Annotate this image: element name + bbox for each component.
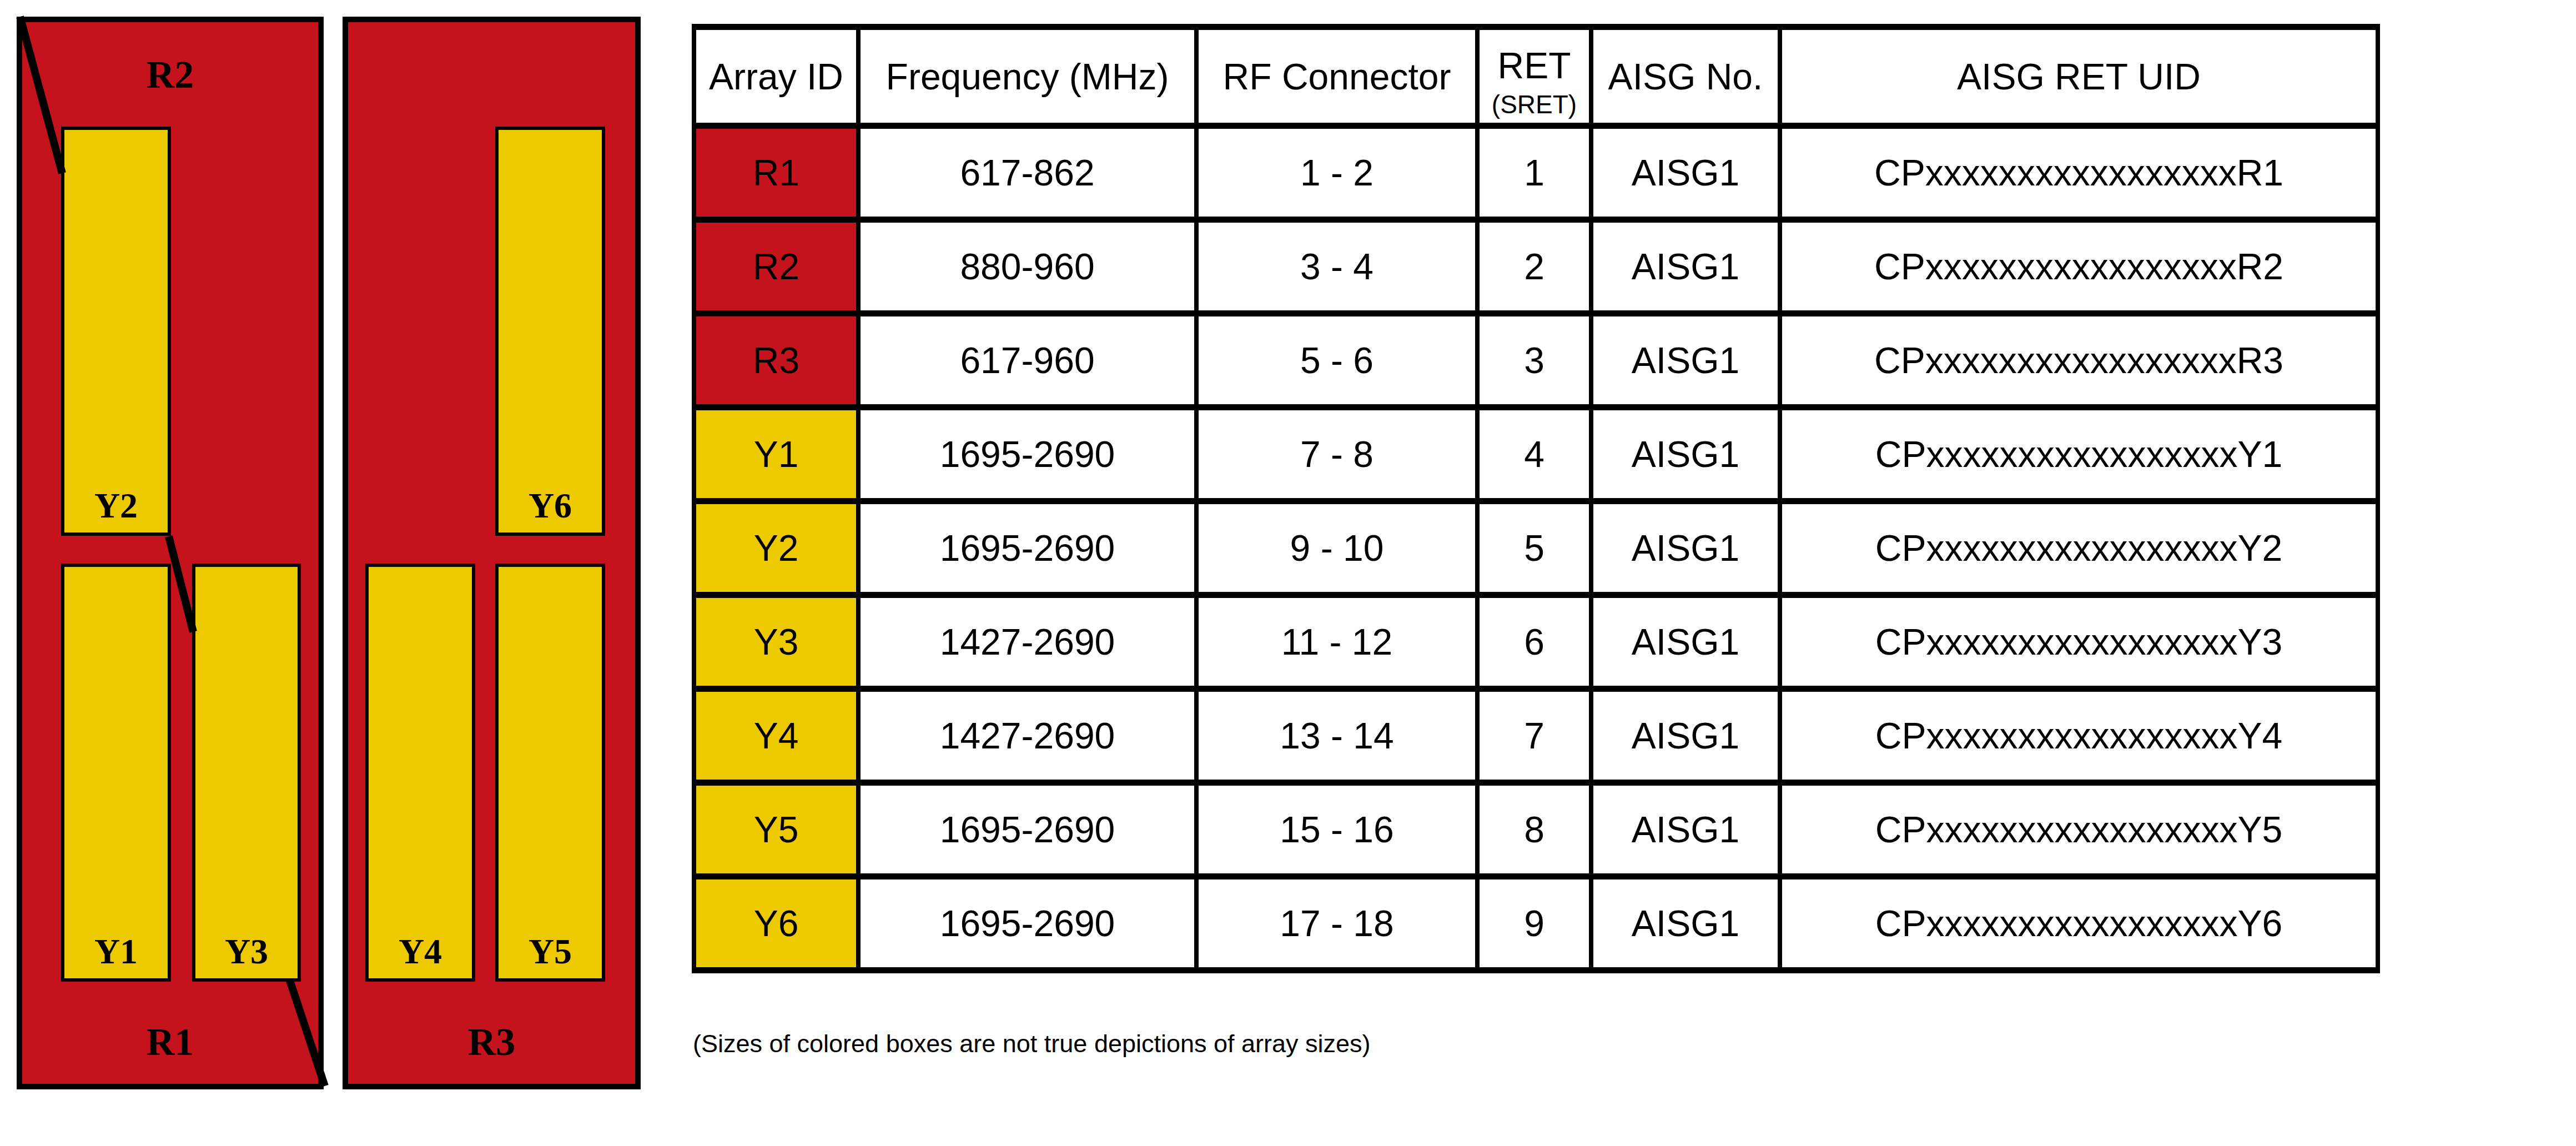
cell-rf-connector: 9 - 10 [1196, 501, 1477, 595]
cell-array-id: R2 [694, 220, 858, 314]
cell-ret: 7 [1477, 689, 1591, 783]
header-ret-sub: (SRET) [1480, 89, 1589, 119]
cell-ret: 5 [1477, 501, 1591, 595]
array-box-y4: Y4 [365, 564, 475, 982]
cell-frequency: 1695-2690 [858, 501, 1196, 595]
cell-aisg-no: AISG1 [1591, 783, 1780, 877]
cell-ret: 9 [1477, 877, 1591, 971]
cell-rf-connector: 3 - 4 [1196, 220, 1477, 314]
array-box-y6: Y6 [495, 127, 605, 536]
header-ret-main: RET [1480, 44, 1589, 87]
array-box-y2: Y2 [61, 127, 171, 536]
cell-aisg-no: AISG1 [1591, 595, 1780, 689]
table-row-y4: Y4 1427-2690 13 - 14 7 AISG1 CPxxxxxxxxx… [694, 689, 2378, 783]
cell-ret: 8 [1477, 783, 1591, 877]
header-array-id: Array ID [694, 27, 858, 126]
table-header-row: Array ID Frequency (MHz) RF Connector RE… [694, 27, 2378, 126]
cell-aisg-no: AISG1 [1591, 126, 1780, 220]
cell-aisg-ret-uid: CPxxxxxxxxxxxxxxxxxR3 [1780, 314, 2378, 408]
cell-frequency: 1695-2690 [858, 877, 1196, 971]
cell-ret: 1 [1477, 126, 1591, 220]
cell-aisg-ret-uid: CPxxxxxxxxxxxxxxxxxY3 [1780, 595, 2378, 689]
region-label-r3: R3 [348, 1023, 635, 1062]
region-label-r1: R1 [22, 1023, 318, 1062]
cell-array-id: R1 [694, 126, 858, 220]
header-ret: RET (SRET) [1477, 27, 1591, 126]
table-row-y5: Y5 1695-2690 15 - 16 8 AISG1 CPxxxxxxxxx… [694, 783, 2378, 877]
screenshot-root: R2 Y2 Y1 Y3 R1 Y6 Y4 Y5 R3 [0, 0, 2576, 1146]
cell-array-id: Y6 [694, 877, 858, 971]
cell-aisg-ret-uid: CPxxxxxxxxxxxxxxxxxR2 [1780, 220, 2378, 314]
table-row-y1: Y1 1695-2690 7 - 8 4 AISG1 CPxxxxxxxxxxx… [694, 408, 2378, 501]
header-rf-connector: RF Connector [1196, 27, 1477, 126]
cell-array-id: Y5 [694, 783, 858, 877]
cell-array-id: Y3 [694, 595, 858, 689]
cell-aisg-ret-uid: CPxxxxxxxxxxxxxxxxxY5 [1780, 783, 2378, 877]
cell-frequency: 617-862 [858, 126, 1196, 220]
cell-rf-connector: 1 - 2 [1196, 126, 1477, 220]
table-row-r2: R2 880-960 3 - 4 2 AISG1 CPxxxxxxxxxxxxx… [694, 220, 2378, 314]
header-aisg-ret-uid: AISG RET UID [1780, 27, 2378, 126]
array-label-y1: Y1 [64, 934, 168, 969]
cell-aisg-ret-uid: CPxxxxxxxxxxxxxxxxxY6 [1780, 877, 2378, 971]
footnote: (Sizes of colored boxes are not true dep… [693, 1029, 1371, 1058]
cell-frequency: 1427-2690 [858, 689, 1196, 783]
cell-frequency: 880-960 [858, 220, 1196, 314]
array-box-y1: Y1 [61, 564, 171, 982]
array-box-y5: Y5 [495, 564, 605, 982]
cell-array-id: R3 [694, 314, 858, 408]
antenna-panel-right: Y6 Y4 Y5 R3 [343, 17, 641, 1089]
cell-aisg-ret-uid: CPxxxxxxxxxxxxxxxxxR1 [1780, 126, 2378, 220]
cell-frequency: 1695-2690 [858, 783, 1196, 877]
cell-frequency: 1427-2690 [858, 595, 1196, 689]
array-label-y2: Y2 [64, 488, 168, 524]
array-box-y3: Y3 [192, 564, 301, 982]
cell-aisg-no: AISG1 [1591, 314, 1780, 408]
cell-aisg-ret-uid: CPxxxxxxxxxxxxxxxxxY4 [1780, 689, 2378, 783]
cell-aisg-no: AISG1 [1591, 408, 1780, 501]
cell-ret: 4 [1477, 408, 1591, 501]
cell-rf-connector: 7 - 8 [1196, 408, 1477, 501]
header-frequency: Frequency (MHz) [858, 27, 1196, 126]
cell-ret: 6 [1477, 595, 1591, 689]
cell-aisg-no: AISG1 [1591, 501, 1780, 595]
cell-rf-connector: 15 - 16 [1196, 783, 1477, 877]
array-label-y5: Y5 [499, 934, 602, 969]
table-row-r1: R1 617-862 1 - 2 1 AISG1 CPxxxxxxxxxxxxx… [694, 126, 2378, 220]
cell-frequency: 1695-2690 [858, 408, 1196, 501]
array-label-y4: Y4 [369, 934, 472, 969]
cell-aisg-no: AISG1 [1591, 689, 1780, 783]
ret-table: Array ID Frequency (MHz) RF Connector RE… [692, 24, 2380, 973]
table-row-y2: Y2 1695-2690 9 - 10 5 AISG1 CPxxxxxxxxxx… [694, 501, 2378, 595]
region-label-r2: R2 [22, 56, 318, 94]
cell-aisg-ret-uid: CPxxxxxxxxxxxxxxxxxY1 [1780, 408, 2378, 501]
table-row-y6: Y6 1695-2690 17 - 18 9 AISG1 CPxxxxxxxxx… [694, 877, 2378, 971]
table-row-r3: R3 617-960 5 - 6 3 AISG1 CPxxxxxxxxxxxxx… [694, 314, 2378, 408]
cell-rf-connector: 17 - 18 [1196, 877, 1477, 971]
cell-ret: 3 [1477, 314, 1591, 408]
header-aisg-no: AISG No. [1591, 27, 1780, 126]
cell-aisg-no: AISG1 [1591, 220, 1780, 314]
antenna-panel-left: R2 Y2 Y1 Y3 R1 [17, 17, 324, 1089]
table-row-y3: Y3 1427-2690 11 - 12 6 AISG1 CPxxxxxxxxx… [694, 595, 2378, 689]
cell-ret: 2 [1477, 220, 1591, 314]
cell-array-id: Y1 [694, 408, 858, 501]
cell-aisg-no: AISG1 [1591, 877, 1780, 971]
array-label-y6: Y6 [499, 488, 602, 524]
array-label-y3: Y3 [195, 934, 298, 969]
cell-rf-connector: 13 - 14 [1196, 689, 1477, 783]
cell-array-id: Y4 [694, 689, 858, 783]
cell-aisg-ret-uid: CPxxxxxxxxxxxxxxxxxY2 [1780, 501, 2378, 595]
cell-frequency: 617-960 [858, 314, 1196, 408]
cell-array-id: Y2 [694, 501, 858, 595]
cell-rf-connector: 11 - 12 [1196, 595, 1477, 689]
cell-rf-connector: 5 - 6 [1196, 314, 1477, 408]
